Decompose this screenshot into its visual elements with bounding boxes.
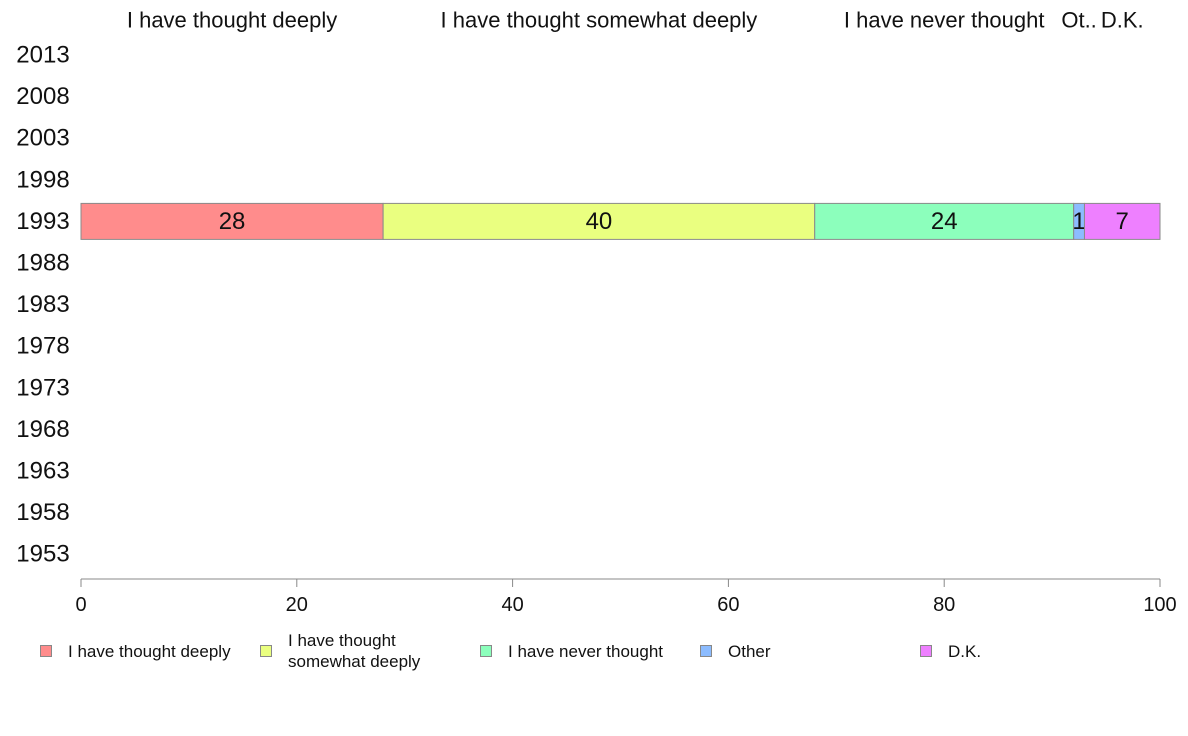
x-tick-label: 60 [717,594,739,616]
y-tick-label: 2003 [16,125,69,152]
y-tick-label: 1973 [16,374,69,401]
column-headers: I have thought deeply I have thought some… [127,8,1144,33]
y-tick-label: 2013 [16,42,69,69]
bar-segment [382,202,816,240]
column-header: I have thought somewhat deeply [441,8,758,33]
x-tick-label: 40 [501,594,523,616]
chart: I have thought deeply I have thought some… [16,8,1177,617]
bar-segment [80,202,384,240]
legend-label: I have thought deeply [68,641,231,661]
column-header: I have thought deeply [127,8,337,33]
legend-item: D.K. [920,628,981,674]
legend-label: Other [728,641,771,661]
bar-segment [814,202,1075,240]
y-tick-label: 1983 [16,291,69,318]
bar-segment [1083,202,1161,240]
column-header: I have never thought [844,8,1045,33]
y-tick-label: 2008 [16,83,69,110]
x-axis: 0 20 40 60 80 100 [75,578,1177,616]
legend-swatch [920,645,932,657]
x-tick-label: 20 [286,594,308,616]
data-label: 28 [219,208,246,235]
legend-item: I have thought somewhat deeply [260,628,420,674]
y-tick-label: 1993 [16,208,69,235]
y-tick-label: 1998 [16,166,69,193]
data-label: 40 [586,208,613,235]
x-tick-label: 80 [933,594,955,616]
legend-label: D.K. [948,641,982,661]
y-tick-label: 1953 [16,541,69,568]
legend: I have thought deeply I have thought somew… [0,628,1188,678]
data-label: 1 [1072,208,1085,235]
legend-item: I have never thought [480,628,663,674]
x-tick-label: 0 [75,594,86,616]
legend-swatch [480,645,492,657]
legend-item: I have thought deeply [40,628,231,674]
legend-label: I have never thought [508,641,664,661]
data-label: 7 [1116,208,1129,235]
legend-swatch [260,645,272,657]
legend-swatch [700,645,712,657]
y-tick-label: 1958 [16,499,69,526]
legend-swatch [40,645,52,657]
data-label: 24 [931,208,958,235]
y-tick-label: 1963 [16,458,69,485]
y-tick-label: 1978 [16,333,69,360]
y-tick-label: 1968 [16,416,69,443]
y-tick-label: 1988 [16,250,69,277]
column-header: Ot.. [1061,8,1096,33]
bars: 28 40 24 1 7 [80,202,1161,240]
column-header: D.K. [1101,8,1144,33]
legend-item: Other [700,628,771,674]
legend-label: I have thought somewhat deeply [288,631,421,671]
y-axis-labels: 2013 2008 2003 1998 1993 1988 1983 1978 1973 1968… [16,42,69,568]
x-tick-label: 100 [1143,594,1176,616]
